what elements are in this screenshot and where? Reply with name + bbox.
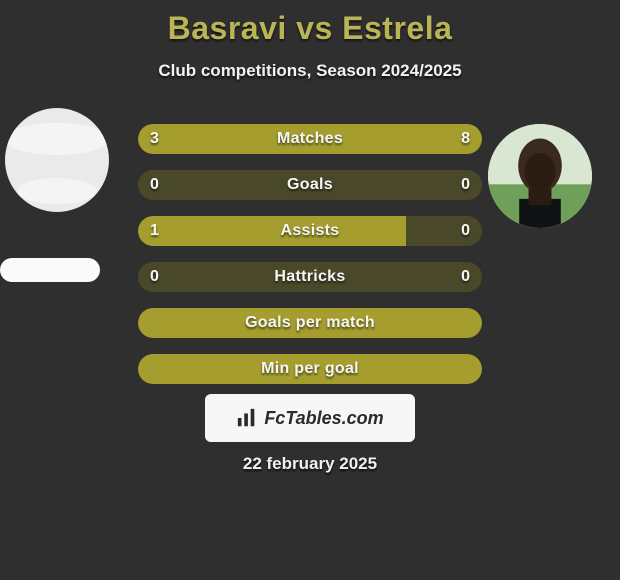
stat-row-goals: 0 Goals 0 <box>138 170 482 200</box>
stat-row-hattricks: 0 Hattricks 0 <box>138 262 482 292</box>
page-title: Basravi vs Estrela <box>0 10 620 47</box>
comparison-card: Basravi vs Estrela Club competitions, Se… <box>0 0 620 580</box>
brand-plate: FcTables.com <box>205 394 415 442</box>
brand-label: FcTables.com <box>264 408 383 429</box>
player-left-avatar <box>5 108 109 212</box>
player-right-avatar <box>488 124 592 228</box>
stat-row-matches: 3 Matches 8 <box>138 124 482 154</box>
stat-label: Min per goal <box>138 354 482 384</box>
person-silhouette-icon <box>488 124 592 228</box>
chart-bars-icon <box>236 407 258 429</box>
stat-label: Hattricks <box>138 262 482 292</box>
stats-block: 3 Matches 8 0 Goals 0 1 Assists 0 0 Hatt… <box>138 124 482 400</box>
stat-row-assists: 1 Assists 0 <box>138 216 482 246</box>
stat-value-right: 0 <box>461 170 470 200</box>
stat-row-goals-per-match: Goals per match <box>138 308 482 338</box>
stat-label: Matches <box>138 124 482 154</box>
stat-row-min-per-goal: Min per goal <box>138 354 482 384</box>
stat-label: Goals <box>138 170 482 200</box>
stat-value-right: 8 <box>461 124 470 154</box>
stat-value-right: 0 <box>461 262 470 292</box>
page-subtitle: Club competitions, Season 2024/2025 <box>0 61 620 81</box>
stat-value-right: 0 <box>461 216 470 246</box>
stat-label: Assists <box>138 216 482 246</box>
player-right-name-pill <box>0 258 100 282</box>
footer-date: 22 february 2025 <box>0 454 620 474</box>
avatar-placeholder-shape <box>17 178 97 204</box>
stat-label: Goals per match <box>138 308 482 338</box>
avatar-placeholder-shape <box>5 123 109 154</box>
